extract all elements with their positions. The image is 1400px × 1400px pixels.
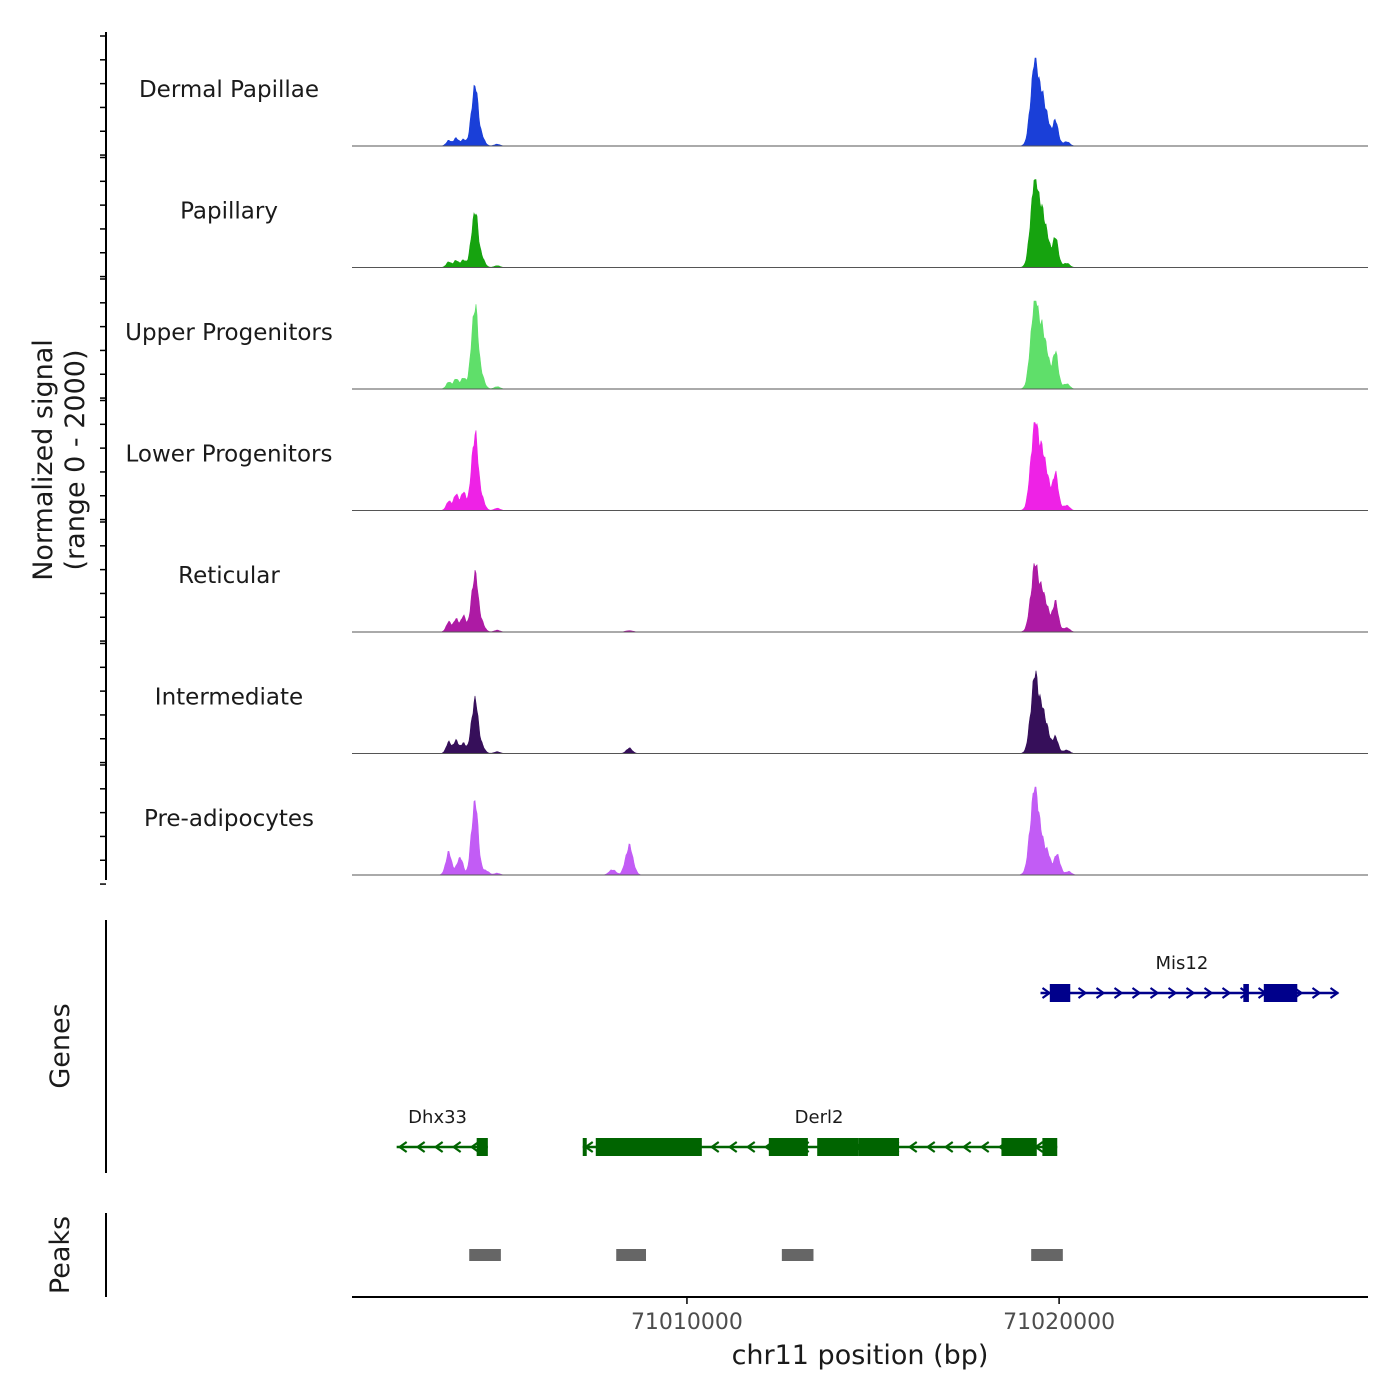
peak-region: [469, 1249, 501, 1261]
strand-arrow: [469, 1141, 480, 1153]
exon-block: [1001, 1138, 1037, 1156]
exon-block: [1049, 984, 1071, 1002]
strand-arrow: [1329, 987, 1340, 999]
strand-arrow: [1311, 987, 1322, 999]
x-tick-label: 71010000: [631, 1310, 743, 1335]
gene-model: Mis12: [1040, 953, 1340, 1002]
coverage-track: Intermediate: [155, 670, 1368, 754]
coverage-area: [352, 57, 1368, 147]
strand-arrow: [451, 1141, 462, 1153]
strand-arrow: [979, 1141, 990, 1153]
peak-region: [1031, 1249, 1063, 1261]
exon-block: [1263, 984, 1298, 1002]
strand-arrow: [961, 1141, 972, 1153]
coverage-area: [352, 179, 1368, 268]
coverage-area: [352, 786, 1368, 876]
coverage-area: [352, 670, 1368, 754]
strand-arrow: [925, 1141, 936, 1153]
exon-block: [582, 1138, 587, 1156]
strand-arrow: [1095, 987, 1106, 999]
track-label: Lower Progenitors: [126, 442, 333, 468]
peak-region: [781, 1249, 814, 1261]
gene-track: Mis12 Dhx33 Derl2: [396, 953, 1340, 1156]
coverage-track: Papillary: [180, 179, 1368, 268]
coverage-track: Pre-adipocytes: [144, 786, 1368, 876]
track-label: Dermal Papillae: [139, 77, 319, 103]
track-label: Papillary: [180, 199, 278, 225]
coverage-area: [352, 563, 1368, 633]
exon-block: [858, 1138, 900, 1156]
peak-region: [616, 1249, 647, 1261]
strand-arrow: [1167, 987, 1178, 999]
coverage-tracks: Dermal Papillae Papillary Upper Progenitor…: [125, 57, 1368, 876]
strand-arrow: [745, 1141, 756, 1153]
genes-axis-title: Genes: [45, 1003, 76, 1088]
gene-label: Derl2: [795, 1107, 844, 1128]
strand-arrow: [1131, 987, 1142, 999]
exon-block: [1243, 984, 1249, 1002]
track-label: Pre-adipocytes: [144, 806, 314, 832]
strand-arrow: [1203, 987, 1214, 999]
strand-arrow: [1185, 987, 1196, 999]
strand-arrow: [433, 1141, 444, 1153]
exon-block: [817, 1138, 859, 1156]
strand-arrow: [943, 1141, 954, 1153]
gene-model: Derl2: [582, 1107, 1058, 1156]
peaks-axis-title: Peaks: [45, 1216, 76, 1294]
gene-label: Mis12: [1156, 953, 1209, 974]
strand-arrow: [709, 1141, 720, 1153]
strand-arrow: [1113, 987, 1124, 999]
exon-block: [595, 1138, 702, 1156]
x-axis: 71010000 71020000: [352, 1296, 1368, 1335]
exon-block: [1042, 1138, 1058, 1156]
x-axis-title: chr11 position (bp): [732, 1340, 989, 1371]
strand-arrow: [907, 1141, 918, 1153]
x-tick-label: 71020000: [1003, 1310, 1115, 1335]
gene-label: Dhx33: [408, 1107, 467, 1128]
coverage-track: Dermal Papillae: [139, 57, 1368, 147]
track-label: Intermediate: [155, 685, 303, 711]
exon-block: [768, 1138, 808, 1156]
strand-arrow: [1149, 987, 1160, 999]
coverage-area: [352, 300, 1368, 390]
strand-arrow: [1221, 987, 1232, 999]
strand-arrow: [727, 1141, 738, 1153]
track-label: Reticular: [178, 563, 280, 589]
exon-block: [476, 1138, 488, 1156]
coverage-track: Reticular: [178, 563, 1368, 633]
coverage-area: [352, 422, 1368, 511]
strand-arrow: [1041, 987, 1052, 999]
coverage-track: Upper Progenitors: [125, 300, 1368, 390]
strand-arrow: [397, 1141, 408, 1153]
y-axis-title-line1: Normalized signal: [28, 339, 59, 581]
gene-model: Dhx33: [396, 1107, 488, 1156]
y-axis-title-line2: (range 0 - 2000): [60, 350, 91, 571]
strand-arrow: [415, 1141, 426, 1153]
peak-track: [469, 1249, 1063, 1261]
left-axes: [100, 32, 107, 1297]
coverage-track: Lower Progenitors: [126, 422, 1368, 511]
strand-arrow: [1077, 987, 1088, 999]
track-label: Upper Progenitors: [125, 320, 333, 346]
